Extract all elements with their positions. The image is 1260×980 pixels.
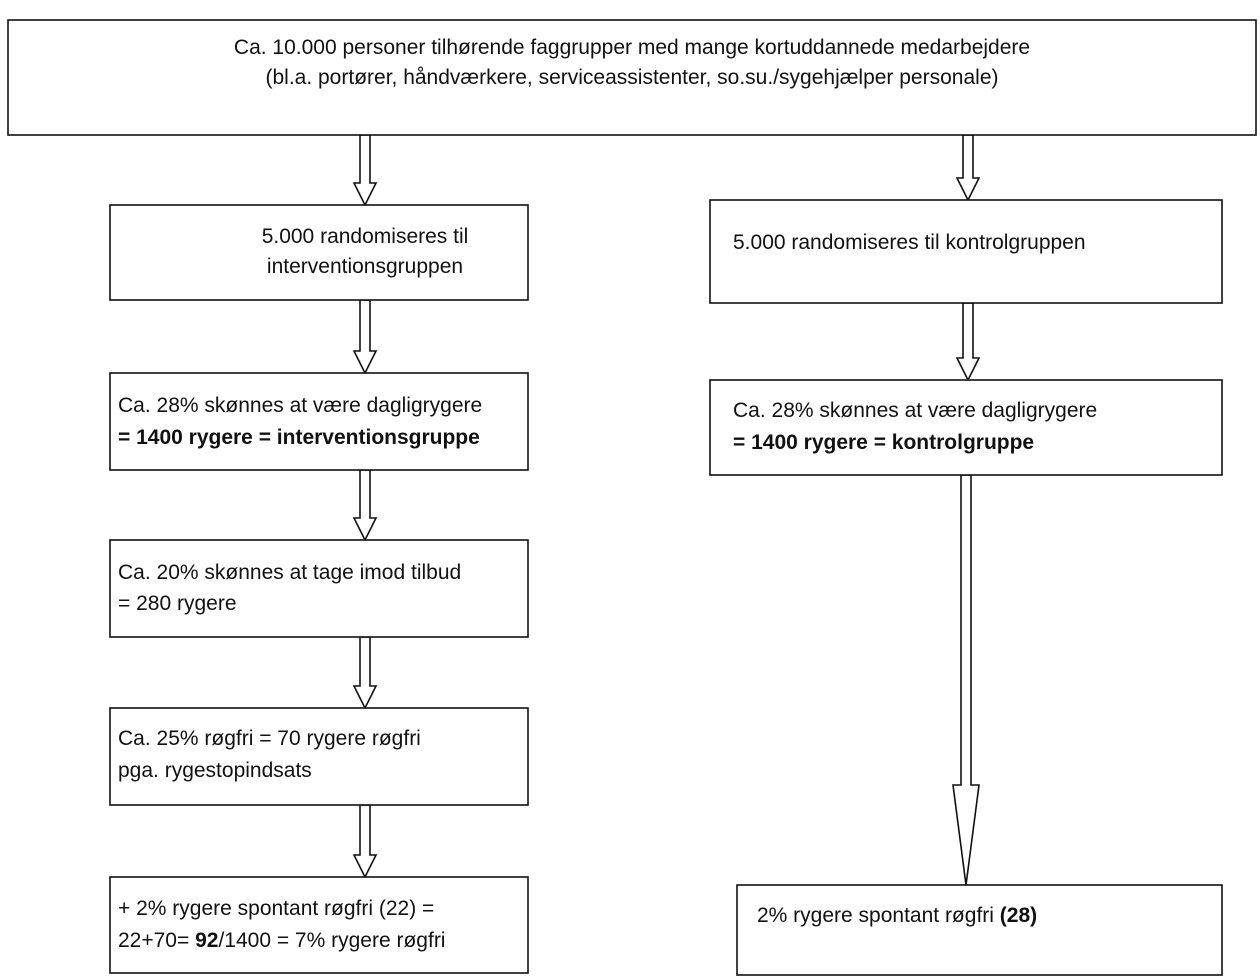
node-box <box>109 539 529 638</box>
node-text: 5.000 randomiseres til kontrolgruppen <box>733 231 1086 254</box>
arrow <box>352 469 378 542</box>
node-box <box>109 204 529 301</box>
text-segment: 22+70= <box>118 929 195 952</box>
node-text: Ca. 10.000 personer tilhørende faggruppe… <box>234 36 1030 59</box>
node-box <box>736 884 1223 976</box>
node-box <box>709 199 1223 304</box>
node-text: pga. rygestopindsats <box>118 759 312 782</box>
node-text: (bl.a. portører, håndværkere, serviceass… <box>265 66 998 89</box>
arrow <box>352 804 378 879</box>
node-text: + 2% rygere spontant røgfri (22) = <box>118 897 434 920</box>
arrow <box>955 302 981 382</box>
text-segment: 92 <box>195 929 218 952</box>
node-box <box>709 379 1223 476</box>
node-box <box>109 707 529 806</box>
node-text: Ca. 28% skønnes at være dagligrygere <box>733 399 1097 422</box>
node-box <box>109 372 529 471</box>
node-text: = 280 rygere <box>118 592 237 615</box>
node-text: 2% rygere spontant røgfri (28) <box>757 904 1037 927</box>
arrow <box>352 299 378 375</box>
text-segment: 2% rygere spontant røgfri <box>757 904 1000 927</box>
node-text: Ca. 25% røgfri = 70 rygere røgfri <box>118 727 421 750</box>
arrow <box>352 134 378 207</box>
node-text: Ca. 20% skønnes at tage imod tilbud <box>118 561 461 584</box>
node-text: = 1400 rygere = kontrolgruppe <box>733 431 1034 454</box>
node-text: Ca. 28% skønnes at være dagligrygere <box>118 394 482 417</box>
arrow <box>955 134 981 202</box>
arrows <box>352 134 981 886</box>
node-text: interventionsgruppen <box>267 255 463 278</box>
node-text: = 1400 rygere = interventionsgruppe <box>118 426 480 449</box>
arrow <box>352 636 378 710</box>
text-segment: (28) <box>1000 904 1037 927</box>
node-text: 22+70= 92/1400 = 7% rygere røgfri <box>118 929 445 952</box>
node-text: 5.000 randomiseres til <box>262 225 469 248</box>
node-box <box>7 19 1257 136</box>
text-segment: /1400 = 7% rygere røgfri <box>218 929 445 952</box>
arrow <box>952 474 980 886</box>
node-box <box>109 876 529 974</box>
